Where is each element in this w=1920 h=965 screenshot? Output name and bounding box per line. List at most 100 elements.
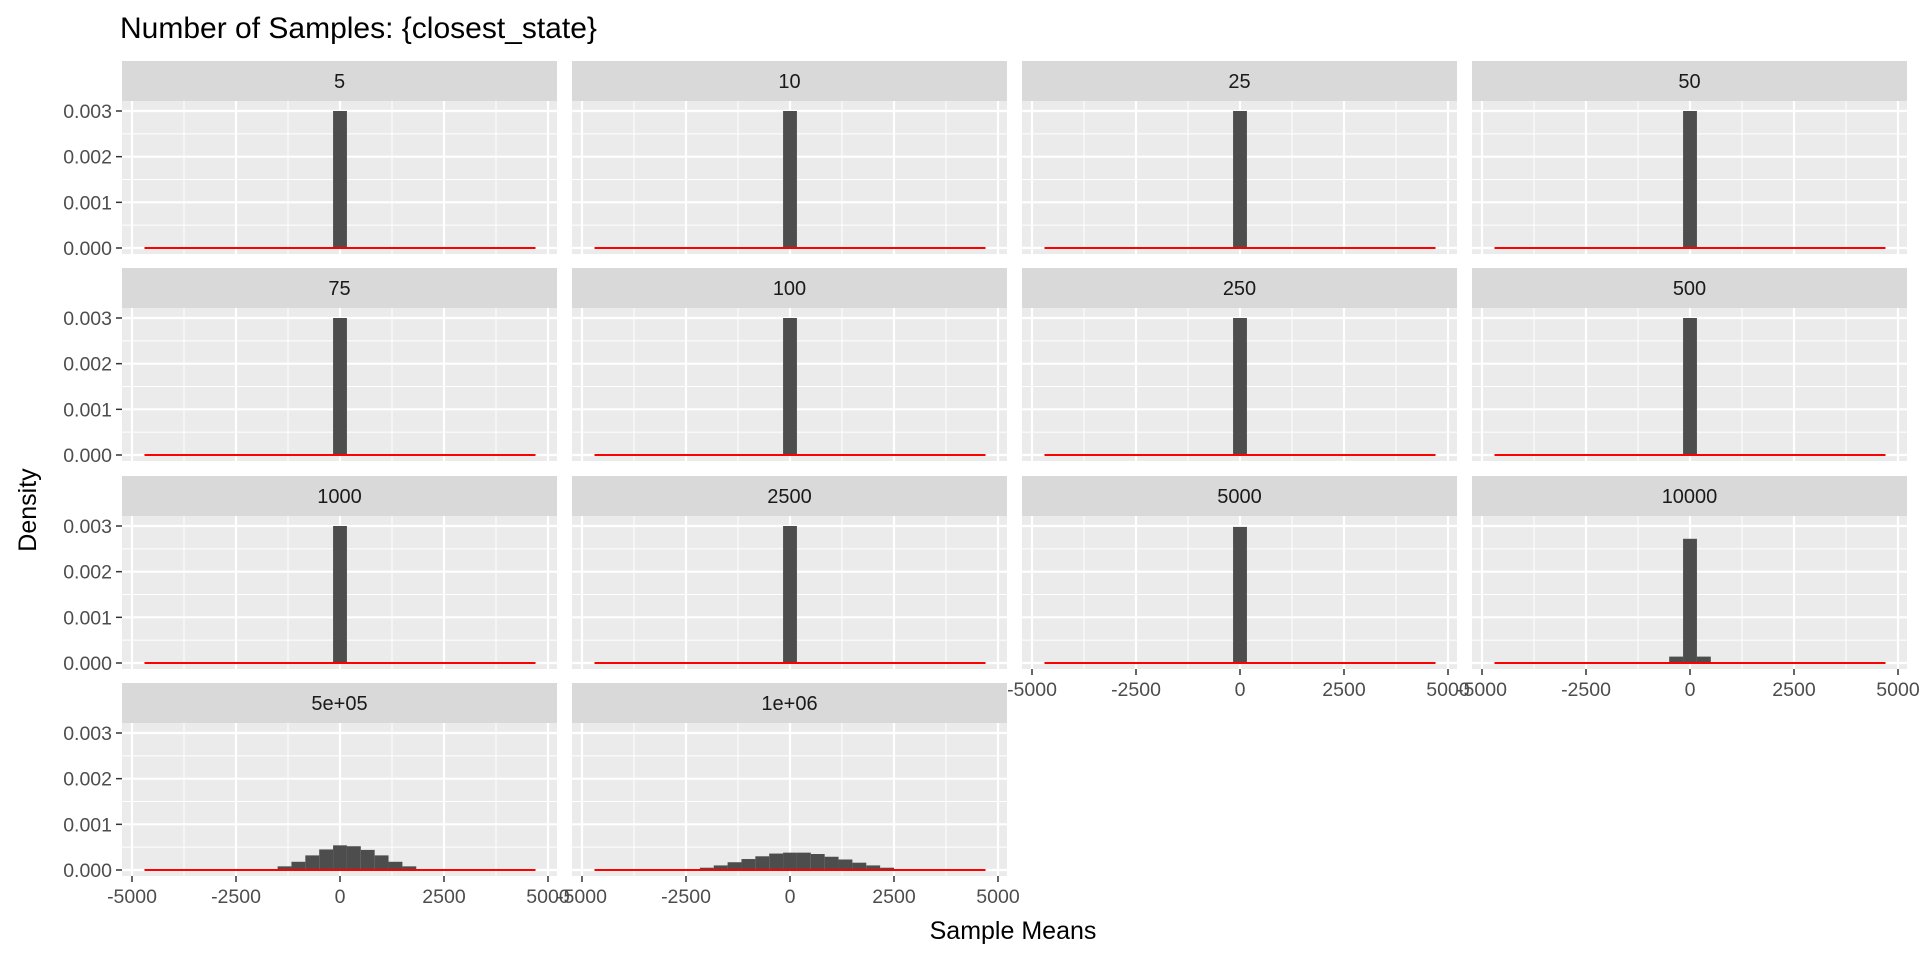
- facet-strip-label: 1000: [317, 486, 362, 508]
- histogram-bar: [1683, 318, 1697, 455]
- facet-panel: 500: [1472, 268, 1907, 461]
- facet-panel: 2500: [572, 476, 1007, 669]
- histogram-bar: [1683, 538, 1697, 663]
- histogram-bar: [333, 845, 347, 870]
- facet-strip-label: 25: [1228, 71, 1250, 93]
- facet-panel: 250: [1022, 268, 1457, 461]
- histogram-bar: [838, 859, 853, 870]
- facet-panel: 10: [572, 61, 1007, 254]
- x-tick-label: 0: [785, 886, 796, 908]
- histogram-bar: [1233, 111, 1247, 248]
- y-tick-label: 0.002: [63, 354, 112, 376]
- histogram-bar: [852, 862, 867, 870]
- x-tick-label: -5000: [557, 886, 607, 908]
- facet-strip-label: 1e+06: [761, 693, 817, 715]
- y-tick-label: 0.000: [63, 445, 112, 467]
- x-tick-label: 5000: [1876, 679, 1920, 701]
- facet-strip: [1472, 268, 1907, 308]
- facet-strip-label: 5e+05: [311, 693, 367, 715]
- y-tick-label: 0.001: [63, 192, 112, 214]
- facet-strip-label: 100: [773, 278, 806, 300]
- y-tick-label: 0.001: [63, 607, 112, 629]
- y-tick-label: 0.000: [63, 238, 112, 260]
- x-tick-label: 2500: [1322, 679, 1366, 701]
- facet-panel: 50: [1472, 61, 1907, 254]
- histogram-bar: [333, 526, 347, 663]
- facet-strip-label: 10000: [1662, 486, 1718, 508]
- facet-panel: 5e+05 0.000 0.001 0.002 0.003 -5000 -2500 0 2500…: [63, 683, 570, 908]
- histogram-bar: [741, 859, 756, 870]
- facet-strip: [572, 61, 1007, 101]
- x-tick-label: -5000: [107, 886, 157, 908]
- x-tick-label: -2500: [661, 886, 711, 908]
- histogram-bar: [699, 867, 714, 870]
- y-axis-title: Density: [14, 468, 42, 552]
- histogram-bar: [1696, 656, 1711, 663]
- histogram-bar: [810, 854, 825, 870]
- histogram-bar: [333, 111, 347, 248]
- facet-strip-label: 50: [1678, 71, 1700, 93]
- histogram-bar: [305, 855, 320, 870]
- histogram-bar: [713, 865, 728, 870]
- histogram-bar: [291, 861, 306, 870]
- facet-strip: [1022, 61, 1457, 101]
- facet-strip: [1472, 476, 1907, 516]
- histogram-bar: [360, 849, 375, 870]
- x-tick-label: 2500: [872, 886, 916, 908]
- y-tick-label: 0.003: [63, 308, 112, 330]
- facet-panel: 1e+06 -5000 -2500 0 2500 5000: [557, 683, 1020, 908]
- facet-strip: [1472, 61, 1907, 101]
- facet-panel: 75 0.000 0.001 0.002 0.003: [63, 268, 557, 467]
- facet-panel: 100: [572, 268, 1007, 461]
- histogram-bar: [796, 852, 811, 870]
- facet-strip-label: 250: [1223, 278, 1256, 300]
- facet-strip: [572, 268, 1007, 308]
- facet-strip-label: 75: [328, 278, 350, 300]
- facet-strip: [122, 476, 557, 516]
- y-tick-label: 0.003: [63, 101, 112, 123]
- facet-panel: 5 0.000 0.001 0.002 0.003: [63, 61, 557, 260]
- facet-strip-label: 2500: [767, 486, 812, 508]
- histogram-bar: [1683, 111, 1697, 248]
- facet-strip-label: 500: [1673, 278, 1706, 300]
- x-tick-label: 5000: [526, 886, 570, 908]
- facet-strip-label: 5: [334, 71, 345, 93]
- histogram-bar: [824, 856, 839, 870]
- x-tick-label: -2500: [211, 886, 261, 908]
- histogram-bar: [783, 852, 797, 870]
- x-tick-label: 2500: [1772, 679, 1816, 701]
- histogram-bar: [346, 846, 361, 870]
- y-tick-label: 0.001: [63, 814, 112, 836]
- y-tick-label: 0.002: [63, 147, 112, 169]
- x-tick-label: 5000: [1426, 679, 1470, 701]
- y-tick-label: 0.003: [63, 516, 112, 538]
- histogram-bar: [374, 855, 389, 870]
- x-tick-label: 0: [1685, 679, 1696, 701]
- facet-strip: [122, 683, 557, 723]
- facet-strip: [122, 268, 557, 308]
- y-tick-label: 0.002: [63, 769, 112, 791]
- y-tick-label: 0.002: [63, 562, 112, 584]
- x-tick-label: 5000: [976, 886, 1020, 908]
- facet-strip: [1022, 268, 1457, 308]
- x-tick-label: -2500: [1111, 679, 1161, 701]
- y-tick-label: 0.003: [63, 723, 112, 745]
- x-axis-title: Sample Means: [930, 917, 1097, 945]
- histogram-bar: [880, 867, 894, 870]
- histogram-bar: [1233, 526, 1247, 663]
- facet-strip: [122, 61, 557, 101]
- x-tick-label: -2500: [1561, 679, 1611, 701]
- histogram-bar: [769, 853, 784, 870]
- y-tick-label: 0.001: [63, 399, 112, 421]
- facet-strip: [1022, 476, 1457, 516]
- panels-layer: 5 0.000 0.001 0.002 0.003 10 25 50 75 0.000 0.001 0…: [63, 61, 1920, 908]
- histogram-bar: [727, 862, 742, 870]
- facet-panel: 5000 -5000 -2500 0 2500 5000: [1007, 476, 1470, 701]
- histogram-bar: [783, 111, 797, 248]
- histogram-bar: [866, 865, 881, 870]
- histogram-bar: [755, 856, 770, 870]
- chart-title: Number of Samples: {closest_state}: [120, 12, 597, 45]
- histogram-bar: [1669, 656, 1684, 663]
